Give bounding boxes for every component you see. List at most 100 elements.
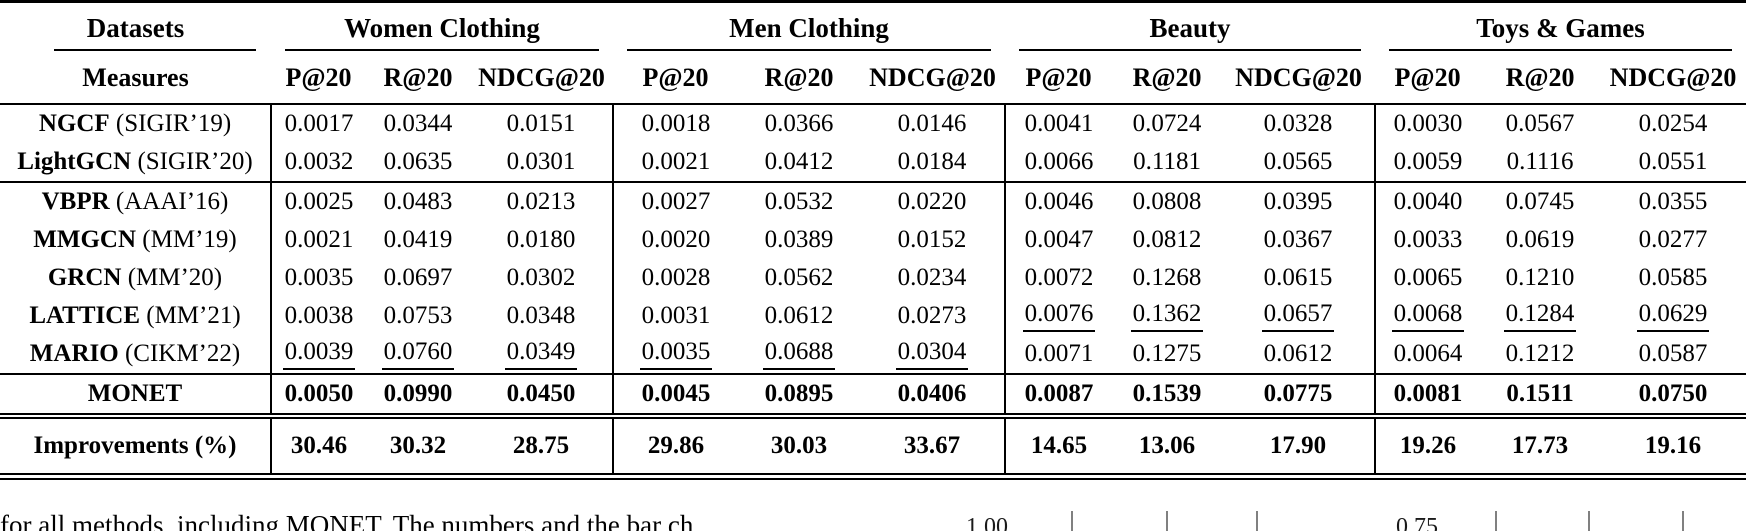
second-best-underlined-value: 0.0349 — [504, 339, 578, 370]
value-cell: 0.0025 — [270, 181, 366, 221]
value-cell: 0.0184 — [897, 148, 967, 175]
value-cell: 0.0018 — [612, 104, 739, 143]
table-row: MARIO (CIKM’22) 0.0039 0.0760 0.0349 0.0035 0… — [0, 335, 1746, 374]
value-cell: 0.0277 — [1638, 226, 1708, 253]
measure-header: NDCG@20 — [1600, 53, 1746, 105]
value-cell: 0.0064 — [1374, 335, 1481, 374]
value-cell: 0.0412 — [764, 148, 834, 175]
value-cell: 19.26 — [1374, 413, 1481, 480]
value-cell: 14.65 — [1004, 413, 1113, 480]
value-cell: 0.1539 — [1112, 373, 1223, 416]
value-cell: 0.0030 — [1374, 104, 1481, 143]
value-cell: 0.1212 — [1505, 340, 1575, 367]
value-cell: 0.0808 — [1112, 181, 1223, 221]
value-cell: 0.0040 — [1374, 181, 1481, 221]
axis-gridline — [1682, 511, 1684, 531]
body-text-clipped: for all methods, including MONET. The nu… — [0, 510, 694, 531]
second-best-underlined-value: 0.1284 — [1503, 301, 1577, 332]
method-name: MARIO — [29, 340, 119, 367]
value-cell: 30.46 — [270, 413, 366, 480]
second-best-underlined-value: 0.1362 — [1130, 301, 1204, 332]
method-cell: VBPR (AAAI’16) — [0, 181, 271, 221]
value-cell: 0.0081 — [1374, 373, 1481, 416]
table-body: NGCF (SIGIR’19) 0.0017 0.0344 0.0151 0.0018 0… — [0, 104, 1746, 480]
second-best-underlined-value: 0.0760 — [381, 339, 455, 370]
value-cell: 13.06 — [1112, 413, 1223, 480]
value-cell: 0.0395 — [1222, 181, 1376, 221]
measure-header: R@20 — [738, 53, 861, 105]
value-cell: 0.0895 — [738, 373, 861, 416]
table-row: GRCN (MM’20) 0.0035 0.0697 0.0302 0.0028 0.05… — [0, 259, 1746, 297]
value-cell: 0.0366 — [764, 110, 834, 137]
value-cell: 33.67 — [860, 413, 1006, 480]
axis-gridline — [1256, 511, 1258, 531]
second-best-underlined-value: 0.0657 — [1261, 301, 1335, 332]
table-row: LATTICE (MM’21) 0.0038 0.0753 0.0348 0.0031 0… — [0, 297, 1746, 335]
second-best-underlined-value: 0.0688 — [762, 339, 836, 370]
value-cell: 0.0065 — [1374, 259, 1481, 297]
value-cell: 0.0657 — [1222, 297, 1375, 335]
value-cell: 0.0688 — [738, 335, 860, 374]
method-name: GRCN — [47, 264, 122, 291]
value-cell: 0.0587 — [1638, 340, 1708, 367]
results-table: Datasets Women Clothing Men Clothing Bea… — [0, 0, 1746, 480]
method-venue: (SIGIR’19) — [109, 110, 232, 137]
value-cell: 0.0619 — [1505, 226, 1575, 253]
value-cell: 0.0066 — [1004, 143, 1113, 182]
method-venue: (SIGIR’20) — [131, 148, 253, 175]
measure-header: R@20 — [1112, 53, 1223, 105]
group-header-toys-games: Toys & Games — [1375, 0, 1746, 53]
value-cell: 0.0724 — [1132, 110, 1202, 137]
measure-header: P@20 — [1005, 53, 1113, 105]
value-cell: 0.0562 — [764, 264, 834, 291]
second-best-underlined-value: 0.0068 — [1391, 301, 1465, 332]
value-cell: 0.0532 — [738, 181, 861, 221]
method-venue: (MM’21) — [140, 302, 241, 329]
value-cell: 0.0367 — [1263, 226, 1333, 253]
value-cell: 0.0234 — [897, 264, 967, 291]
value-cell: 0.0348 — [506, 302, 576, 329]
value-cell: 0.0349 — [470, 335, 613, 374]
group-header-beauty: Beauty — [1005, 0, 1376, 53]
measures-corner-label: Measures — [0, 53, 271, 105]
axis-gridline — [1071, 511, 1073, 531]
value-cell: 0.0152 — [897, 226, 967, 253]
value-cell: 0.0355 — [1600, 181, 1746, 221]
value-cell: 0.1181 — [1133, 148, 1201, 175]
value-cell: 0.0615 — [1263, 264, 1333, 291]
value-cell: 0.0328 — [1263, 110, 1333, 137]
table-row: LightGCN (SIGIR’20) 0.0032 0.0635 0.0301 0.0… — [0, 143, 1746, 182]
value-cell: 0.0406 — [860, 373, 1006, 416]
measure-header: NDCG@20 — [860, 53, 1006, 105]
value-cell: 0.0046 — [1004, 181, 1113, 221]
value-cell: 30.03 — [738, 413, 861, 480]
y-axis-tick-label-right: 0.75 — [1396, 514, 1438, 531]
value-cell: 0.0760 — [366, 335, 470, 374]
group-header-women-clothing: Women Clothing — [271, 0, 614, 53]
value-cell: 0.0419 — [383, 226, 453, 253]
value-cell: 0.0220 — [860, 181, 1006, 221]
method-cell: LATTICE (MM’21) — [0, 297, 271, 335]
value-cell: 0.0087 — [1004, 373, 1113, 416]
value-cell: 0.0045 — [612, 373, 739, 416]
method-name: MONET — [87, 380, 183, 407]
value-cell: 0.1210 — [1505, 264, 1575, 291]
value-cell: 0.0273 — [897, 302, 967, 329]
axis-gridline — [1588, 511, 1590, 531]
value-cell: 0.0072 — [1004, 259, 1113, 297]
method-cell: GRCN (MM’20) — [0, 259, 271, 297]
value-cell: 0.0753 — [383, 302, 453, 329]
value-cell: 0.0031 — [612, 297, 739, 335]
datasets-header-row: Datasets Women Clothing Men Clothing Bea… — [0, 0, 1746, 53]
method-name: NGCF — [38, 110, 110, 137]
method-cell: NGCF (SIGIR’19) — [0, 104, 271, 143]
value-cell: 0.0039 — [270, 335, 366, 374]
method-cell: LightGCN (SIGIR’20) — [0, 143, 271, 182]
method-name: MMGCN — [33, 226, 137, 253]
value-cell: 0.0483 — [366, 181, 470, 221]
value-cell: 0.0450 — [470, 373, 614, 416]
axis-gridline — [1166, 511, 1168, 531]
measure-header: R@20 — [366, 53, 470, 105]
value-cell: 0.0071 — [1004, 335, 1113, 374]
